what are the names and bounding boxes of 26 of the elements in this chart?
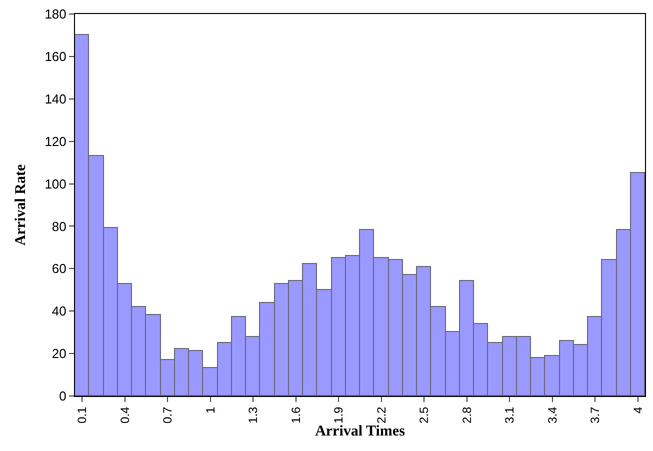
x-tick-label: 3.4	[545, 406, 560, 424]
x-tick-label: 1.6	[288, 406, 303, 424]
x-tick-label: 2.8	[460, 406, 474, 424]
x-axis-title: Arrival Times	[315, 423, 406, 440]
x-tick-label: 0.7	[160, 406, 175, 424]
x-tick-label: 4	[630, 406, 645, 414]
x-tick-label: 1	[203, 406, 218, 414]
x-tick-label: 0.1	[75, 406, 90, 424]
x-tick-label: 1.3	[246, 406, 260, 424]
x-tick-label: 2.5	[417, 406, 432, 424]
x-tick-label: 2.2	[374, 406, 388, 424]
y-tick-label: 160	[44, 48, 66, 64]
y-tick-label: 100	[44, 176, 66, 192]
y-tick-label: 40	[52, 304, 66, 319]
x-tick-label: 3.1	[502, 406, 517, 424]
y-axis-title: Arrival Rate	[12, 164, 29, 246]
y-tick-label: 0	[59, 388, 66, 404]
y-tick-label: 80	[52, 218, 66, 234]
y-tick-label: 140	[44, 91, 66, 106]
x-tick-label: 1.9	[332, 406, 346, 424]
y-tick-label: 20	[52, 346, 66, 362]
y-tick-label: 120	[44, 134, 66, 149]
y-tick-label: 180	[44, 6, 66, 22]
y-tick-label: 60	[52, 261, 66, 276]
x-tick-label: 0.4	[118, 406, 132, 424]
x-tick-label: 3.7	[588, 406, 602, 424]
